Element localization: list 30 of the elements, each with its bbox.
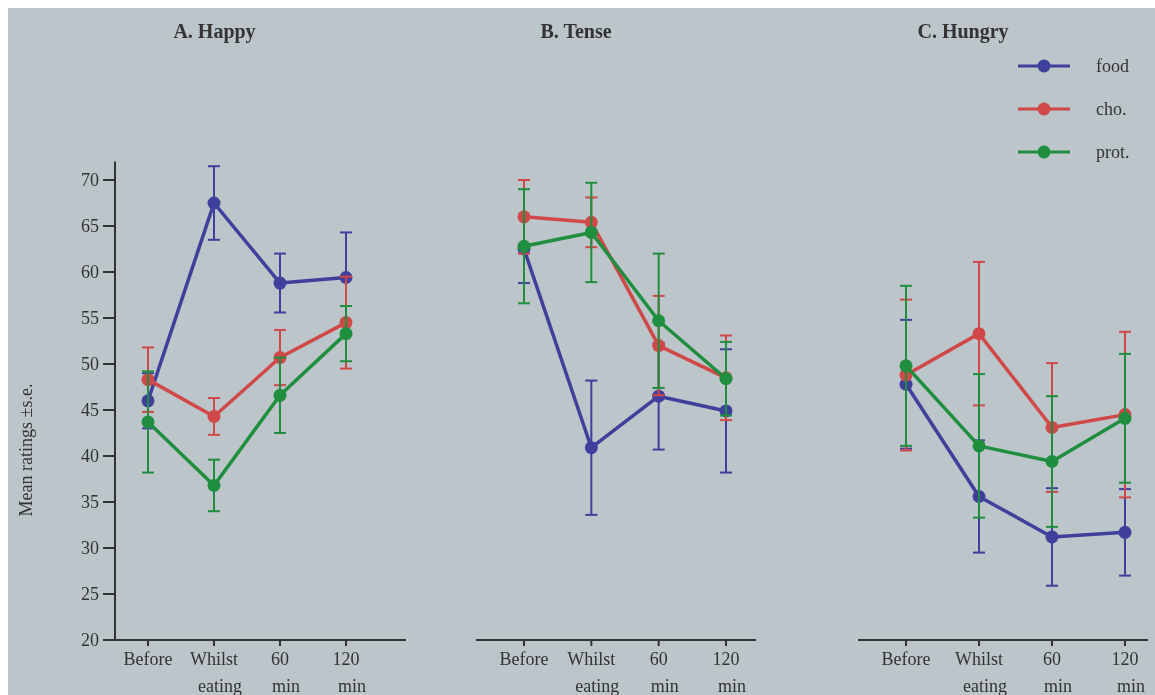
x-tick-label: Before — [499, 649, 549, 669]
legend-label: food — [1096, 56, 1129, 76]
chart-title: A. Happy — [173, 20, 256, 43]
x-tick-label: Whilst eating — [567, 649, 620, 695]
y-tick-label: 20 — [81, 630, 99, 650]
x-tick-label: 60 min — [649, 649, 679, 695]
legend-label: prot. — [1096, 142, 1130, 162]
y-axis-title: Mean ratings ±s.e. — [16, 383, 36, 517]
x-tick-label: 60 min — [1043, 649, 1073, 695]
x-tick-label: 120 min — [332, 649, 367, 695]
x-tick-label: Whilst eating — [190, 649, 242, 695]
x-tick-label: Before — [881, 649, 931, 669]
y-tick-label: 40 — [81, 446, 99, 466]
y-tick-label: 70 — [81, 170, 99, 190]
y-tick-label: 35 — [81, 492, 99, 512]
y-tick-label: 45 — [81, 400, 99, 420]
y-tick-label: 50 — [81, 354, 99, 374]
x-tick-label: 60 min — [271, 649, 301, 695]
y-tick-label: 65 — [81, 216, 99, 236]
x-tick-label: Whilst eating — [955, 649, 1007, 695]
y-tick-label: 55 — [81, 308, 99, 328]
y-tick-label: 25 — [81, 584, 99, 604]
x-tick-label: 120 min — [1111, 649, 1146, 695]
chart-title: C. Hungry — [917, 20, 1009, 43]
chart-title: B. Tense — [540, 20, 612, 42]
legend-label: cho. — [1096, 99, 1127, 119]
x-tick-label: Before — [123, 649, 173, 669]
y-tick-label: 60 — [81, 262, 99, 282]
x-tick-label: 120 min — [712, 649, 747, 695]
y-tick-label: 30 — [81, 538, 99, 558]
